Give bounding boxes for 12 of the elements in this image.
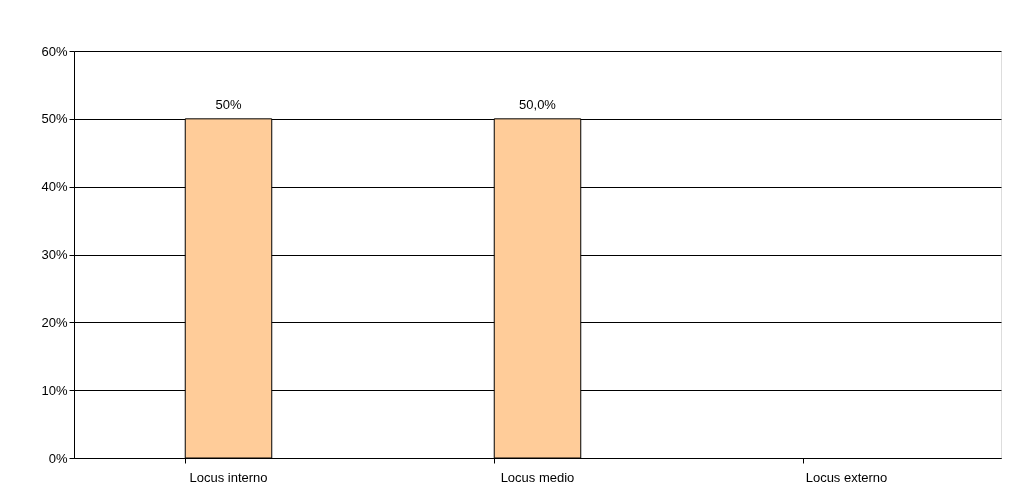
y-tick-label: 30% [41, 247, 68, 262]
y-tick-label: 0% [48, 450, 68, 466]
y-tick-label: 10% [41, 382, 68, 398]
data-label: 50,0% [519, 96, 557, 112]
x-tick-label: Locus interno [189, 469, 268, 485]
x-tick-label: Locus externo [805, 469, 888, 485]
data-label: 50% [215, 96, 242, 112]
y-tick-label: 40% [41, 179, 68, 195]
y-tick-label: 20% [41, 314, 68, 330]
y-tick-label: 60% [41, 43, 68, 59]
x-tick-label: Locus medio [500, 469, 575, 485]
y-tick-label: 50% [41, 111, 68, 127]
